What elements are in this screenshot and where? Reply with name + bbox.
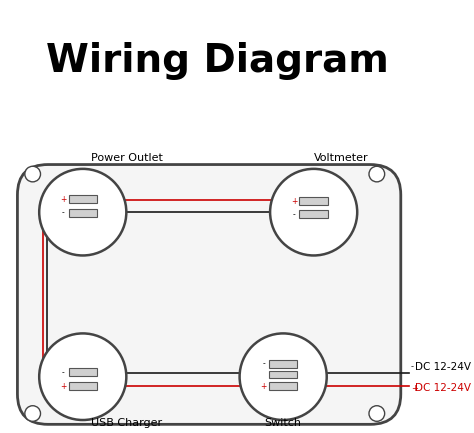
- Circle shape: [25, 166, 40, 182]
- Circle shape: [39, 333, 127, 420]
- Bar: [69, 368, 97, 376]
- Bar: [269, 371, 297, 378]
- Circle shape: [39, 169, 127, 255]
- Bar: [269, 382, 297, 390]
- Text: Voltmeter: Voltmeter: [314, 153, 368, 163]
- Text: -: -: [62, 368, 65, 377]
- Circle shape: [369, 166, 385, 182]
- Text: -: -: [293, 210, 296, 219]
- Bar: [69, 382, 97, 390]
- Text: +: +: [411, 384, 418, 393]
- Text: -: -: [62, 209, 65, 217]
- Text: Power Outlet: Power Outlet: [91, 153, 164, 163]
- Bar: [69, 195, 97, 203]
- Circle shape: [239, 333, 327, 420]
- FancyBboxPatch shape: [18, 165, 401, 424]
- Text: +: +: [60, 382, 66, 391]
- Text: -: -: [411, 362, 414, 371]
- Text: Switch: Switch: [264, 418, 301, 429]
- Text: DC 12-24V: DC 12-24V: [415, 362, 471, 372]
- Text: -: -: [263, 359, 265, 368]
- Bar: [300, 210, 328, 218]
- Text: +: +: [291, 197, 298, 206]
- Circle shape: [369, 406, 385, 421]
- Bar: [300, 197, 328, 205]
- Text: Wiring Diagram: Wiring Diagram: [46, 42, 389, 80]
- Text: DC 12-24V: DC 12-24V: [415, 383, 471, 394]
- Text: +: +: [60, 195, 66, 204]
- Circle shape: [270, 169, 357, 255]
- Bar: [69, 209, 97, 217]
- Bar: [269, 360, 297, 368]
- Text: +: +: [261, 382, 267, 391]
- Text: USB Charger: USB Charger: [91, 418, 163, 429]
- Circle shape: [25, 406, 40, 421]
